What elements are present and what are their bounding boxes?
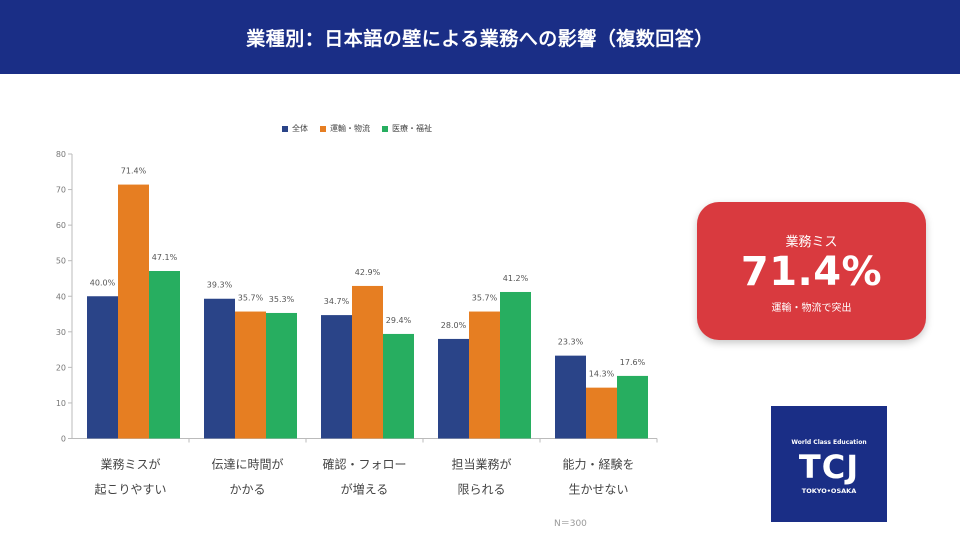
y-tick-label: 50 xyxy=(56,257,66,266)
legend-item: 運輸・物流 xyxy=(320,123,370,134)
bar xyxy=(500,291,531,439)
category-label: 限られる xyxy=(457,483,505,497)
data-label: 28.0% xyxy=(441,321,467,330)
bar xyxy=(617,375,648,439)
bar xyxy=(555,355,586,439)
bar xyxy=(438,338,469,439)
data-label: 35.7% xyxy=(238,294,264,303)
header-banner: 業種別：日本語の壁による業務への影響（複数回答） xyxy=(0,0,960,74)
bar xyxy=(383,333,414,439)
bar xyxy=(469,311,500,439)
data-label: 39.3% xyxy=(207,281,233,290)
data-label: 14.3% xyxy=(589,370,615,379)
legend-label: 全体 xyxy=(292,124,308,133)
y-tick-label: 70 xyxy=(56,186,66,195)
category-label: 業務ミスが xyxy=(100,457,160,472)
data-label: 23.3% xyxy=(558,338,584,347)
data-label: 35.7% xyxy=(472,294,498,303)
category-label: 確認・フォロー xyxy=(322,457,406,472)
y-tick-label: 80 xyxy=(56,150,66,159)
y-tick-label: 10 xyxy=(56,399,66,408)
data-label: 35.3% xyxy=(269,295,295,304)
data-label: 17.6% xyxy=(620,358,646,367)
legend-item: 全体 xyxy=(282,123,308,134)
category-label: が増える xyxy=(341,482,389,497)
data-label: 47.1% xyxy=(152,253,178,262)
data-label: 71.4% xyxy=(121,167,147,176)
y-tick-label: 20 xyxy=(56,363,66,372)
logo-location: TOKYO•OSAKA xyxy=(801,487,857,495)
bar xyxy=(266,312,297,439)
legend-swatch xyxy=(382,125,388,132)
logo-wordmark: TCJ xyxy=(798,448,860,486)
legend-swatch xyxy=(282,125,288,132)
page-title: 業種別：日本語の壁による業務への影響（複数回答） xyxy=(246,27,714,50)
category-label: 能力・経験を xyxy=(562,457,634,472)
legend-item: 医療・福祉 xyxy=(382,123,432,134)
data-label: 29.4% xyxy=(386,316,412,325)
tcj-logo: World Class Education TCJ TOKYO•OSAKA xyxy=(771,406,887,522)
category-label: 担当業務が xyxy=(451,457,511,472)
data-label: 40.0% xyxy=(90,278,116,287)
bar xyxy=(235,311,266,439)
legend-swatch xyxy=(320,125,326,132)
logo-tagline: World Class Education xyxy=(791,439,867,446)
category-label: かかる xyxy=(229,483,265,497)
y-tick-label: 30 xyxy=(56,328,66,337)
bar xyxy=(204,298,235,439)
data-label: 34.7% xyxy=(324,297,350,306)
sample-size-note: N＝300 xyxy=(554,519,587,529)
y-tick-label: 60 xyxy=(56,221,66,230)
category-label: 起こりやすい xyxy=(94,483,166,497)
chart-legend: 全体 運輸・物流 医療・福祉 xyxy=(282,123,432,134)
bar xyxy=(118,184,149,439)
bar xyxy=(321,315,352,439)
bar xyxy=(352,285,383,439)
callout-label: 業務ミス xyxy=(785,235,838,250)
legend-label: 医療・福祉 xyxy=(392,124,432,133)
category-label: 生かせない xyxy=(568,483,628,497)
bar xyxy=(149,271,180,439)
data-label: 42.9% xyxy=(355,268,381,277)
data-label: 41.2% xyxy=(503,274,529,283)
callout-subtext: 運輸・物流で突出 xyxy=(771,303,852,314)
highlight-callout: 業務ミス 71.4% 運輸・物流で突出 xyxy=(697,202,926,340)
y-tick-label: 0 xyxy=(61,435,66,444)
category-label: 伝達に時間が xyxy=(211,457,283,472)
bar xyxy=(586,387,617,439)
callout-value: 71.4% xyxy=(740,249,883,295)
bar-chart: 0 10 20 30 40 50 60 70 80 40.0% 71.4% 47.1% 業務ミスが起こり… xyxy=(56,150,658,497)
y-tick-label: 40 xyxy=(56,292,66,301)
bar xyxy=(87,296,118,439)
legend-label: 運輸・物流 xyxy=(330,124,370,133)
